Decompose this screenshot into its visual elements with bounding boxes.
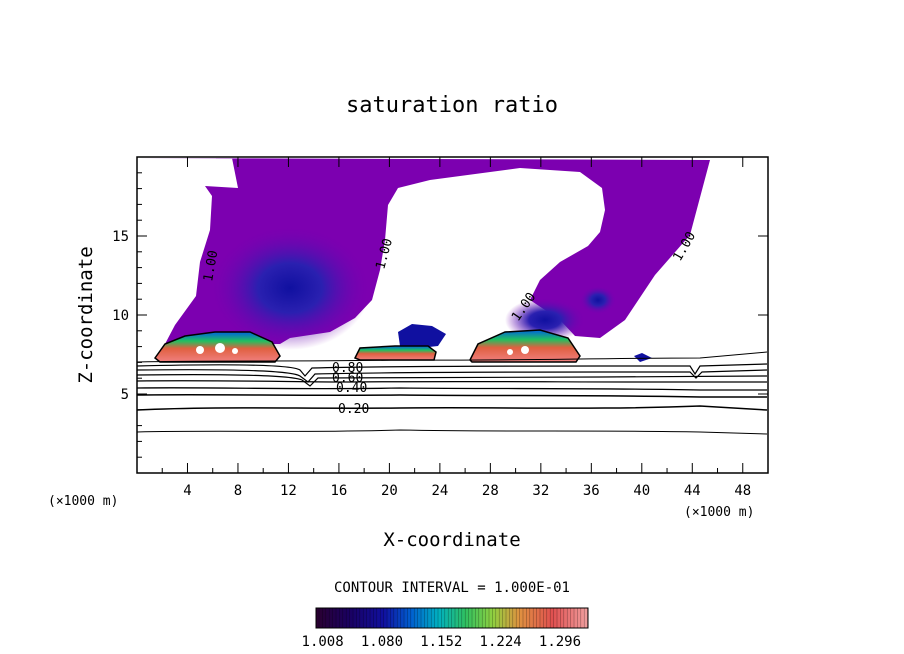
x-unit-left: (×1000 m) — [48, 494, 118, 509]
x-tick-label: 4 — [183, 483, 191, 499]
contour-label: 1.00 — [201, 249, 221, 282]
x-tick-label: 12 — [280, 483, 297, 499]
contour-lines — [136, 351, 768, 435]
cloud-core-3 — [580, 286, 616, 314]
contour-label: 0.60 — [332, 371, 363, 386]
x-tick-label: 24 — [431, 483, 448, 499]
y-tick-label: 15 — [112, 229, 129, 245]
colorbar — [315, 607, 589, 629]
x-tick-label: 32 — [532, 483, 549, 499]
colorbar-tick-label: 1.224 — [480, 634, 522, 650]
cell-small-2 — [634, 353, 652, 362]
x-tick-label: 28 — [482, 483, 499, 499]
contour-interval-label: CONTOUR INTERVAL = 1.000E-01 — [334, 580, 570, 596]
plot-area: 1.00 1.00 1.00 1.00 0.80 0.60 0.40 0.20 — [136, 156, 769, 474]
cell-bright-2 — [353, 345, 437, 361]
x-tick-label: 16 — [330, 483, 347, 499]
x-tick-label: 20 — [381, 483, 398, 499]
y-tick-label: 5 — [121, 387, 129, 403]
x-tick-label: 40 — [633, 483, 650, 499]
x-tick-label: 48 — [734, 483, 751, 499]
white-spots — [196, 343, 529, 355]
x-tick-label: 36 — [583, 483, 600, 499]
x-axis-ticks: 4 8 12 16 20 24 28 32 36 40 44 48 — [161, 157, 751, 499]
x-tick-label: 8 — [234, 483, 242, 499]
colorbar-tick-label: 1.152 — [420, 634, 462, 650]
x-axis-label: X-coordinate — [383, 529, 520, 551]
contour-label: 0.80 — [332, 361, 363, 376]
y-tick-label: 10 — [112, 308, 129, 324]
cell-small-1 — [398, 324, 446, 348]
contour-label: 0.20 — [338, 402, 369, 417]
colorbar-tick-label: 1.296 — [539, 634, 581, 650]
contour-label: 0.40 — [336, 381, 367, 396]
colorbar-tick-label: 1.080 — [361, 634, 403, 650]
y-axis-label: Z-coordinate — [75, 246, 97, 383]
x-unit-right: (×1000 m) — [684, 505, 754, 520]
colorbar-ticks: 1.008 1.080 1.152 1.224 1.296 — [302, 634, 582, 650]
colorbar-stripes — [318, 608, 588, 628]
chart-title: saturation ratio — [346, 93, 558, 118]
colorbar-tick-label: 1.008 — [302, 634, 344, 650]
cloud-core-1 — [210, 226, 370, 350]
y-axis-ticks: 5 10 15 — [112, 172, 768, 458]
x-tick-label: 44 — [684, 483, 701, 499]
